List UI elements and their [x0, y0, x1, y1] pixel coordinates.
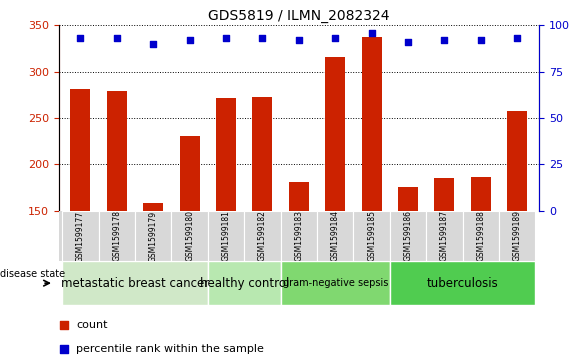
- Bar: [208, 261, 281, 305]
- Text: GSM1599189: GSM1599189: [513, 211, 522, 261]
- Point: [60, 322, 69, 328]
- Bar: [499, 211, 536, 261]
- Point: [112, 36, 121, 41]
- Point: [185, 37, 195, 43]
- Text: GSM1599180: GSM1599180: [185, 211, 194, 261]
- Bar: [216, 98, 236, 211]
- Bar: [70, 89, 90, 211]
- Point: [294, 37, 304, 43]
- Point: [367, 30, 376, 36]
- Bar: [362, 37, 381, 211]
- Bar: [390, 261, 536, 305]
- Text: GSM1599182: GSM1599182: [258, 211, 267, 261]
- Text: percentile rank within the sample: percentile rank within the sample: [76, 344, 264, 354]
- Text: GSM1599177: GSM1599177: [76, 211, 85, 261]
- Bar: [180, 136, 200, 211]
- Bar: [172, 211, 208, 261]
- Bar: [253, 97, 272, 211]
- Point: [60, 346, 69, 352]
- Text: GSM1599187: GSM1599187: [440, 211, 449, 261]
- Text: GSM1599179: GSM1599179: [149, 211, 158, 261]
- Text: disease state: disease state: [0, 269, 65, 278]
- Bar: [143, 203, 163, 211]
- Bar: [62, 261, 208, 305]
- Point: [149, 41, 158, 47]
- Bar: [62, 211, 98, 261]
- Bar: [398, 187, 418, 211]
- Bar: [426, 211, 463, 261]
- Text: healthy control: healthy control: [200, 277, 289, 290]
- Bar: [281, 211, 317, 261]
- Text: GSM1599181: GSM1599181: [222, 211, 230, 261]
- Text: GSM1599188: GSM1599188: [476, 211, 485, 261]
- Text: tuberculosis: tuberculosis: [427, 277, 499, 290]
- Text: GSM1599178: GSM1599178: [113, 211, 121, 261]
- Point: [440, 37, 449, 43]
- Text: GSM1599183: GSM1599183: [294, 211, 304, 261]
- Bar: [208, 211, 244, 261]
- Bar: [98, 211, 135, 261]
- Bar: [325, 57, 345, 211]
- Bar: [353, 211, 390, 261]
- Bar: [317, 211, 353, 261]
- Bar: [135, 211, 172, 261]
- Point: [222, 36, 231, 41]
- Bar: [107, 91, 127, 211]
- Text: GSM1599185: GSM1599185: [367, 211, 376, 261]
- Text: GSM1599186: GSM1599186: [404, 211, 413, 261]
- Text: GSM1599184: GSM1599184: [331, 211, 340, 261]
- Text: gram-negative sepsis: gram-negative sepsis: [282, 278, 388, 288]
- Point: [476, 37, 486, 43]
- Bar: [507, 111, 527, 211]
- Point: [331, 36, 340, 41]
- Point: [258, 36, 267, 41]
- Point: [403, 39, 413, 45]
- Bar: [281, 261, 390, 305]
- Bar: [289, 182, 309, 211]
- Bar: [471, 177, 491, 211]
- Bar: [463, 211, 499, 261]
- Bar: [434, 178, 455, 211]
- Point: [513, 36, 522, 41]
- Bar: [244, 211, 281, 261]
- Bar: [390, 211, 426, 261]
- Text: metastatic breast cancer: metastatic breast cancer: [61, 277, 209, 290]
- Title: GDS5819 / ILMN_2082324: GDS5819 / ILMN_2082324: [208, 9, 390, 23]
- Point: [76, 36, 85, 41]
- Text: count: count: [76, 321, 107, 330]
